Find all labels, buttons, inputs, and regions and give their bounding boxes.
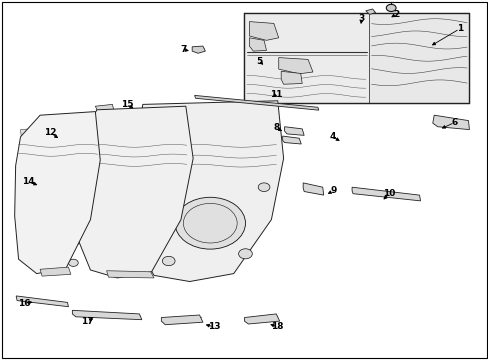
Circle shape: [106, 184, 114, 190]
Polygon shape: [185, 126, 221, 137]
Text: 13: 13: [207, 323, 220, 331]
Text: 9: 9: [329, 186, 336, 195]
Polygon shape: [365, 9, 375, 14]
Text: 17: 17: [81, 317, 93, 325]
Polygon shape: [20, 127, 60, 139]
Circle shape: [386, 4, 395, 12]
Text: 11: 11: [269, 90, 282, 99]
Circle shape: [169, 195, 177, 201]
Polygon shape: [284, 127, 304, 135]
Circle shape: [42, 206, 50, 212]
Polygon shape: [76, 106, 193, 278]
Text: 16: 16: [18, 299, 31, 307]
Circle shape: [150, 179, 162, 188]
Text: 14: 14: [22, 177, 35, 186]
Circle shape: [93, 162, 102, 169]
Polygon shape: [72, 310, 142, 320]
Circle shape: [68, 259, 78, 266]
Text: 1: 1: [456, 24, 462, 33]
Polygon shape: [161, 315, 203, 325]
Polygon shape: [61, 128, 94, 139]
Text: 4: 4: [328, 132, 335, 141]
Polygon shape: [244, 13, 468, 103]
Circle shape: [162, 256, 175, 266]
Circle shape: [101, 174, 109, 179]
Circle shape: [258, 183, 269, 192]
Polygon shape: [95, 104, 115, 117]
Circle shape: [35, 196, 43, 202]
Circle shape: [24, 207, 85, 252]
Polygon shape: [134, 101, 283, 282]
Polygon shape: [146, 128, 182, 139]
Polygon shape: [249, 22, 278, 40]
Polygon shape: [303, 183, 323, 195]
Polygon shape: [27, 163, 56, 178]
Polygon shape: [152, 137, 180, 147]
Circle shape: [143, 164, 158, 175]
Polygon shape: [249, 38, 266, 51]
Polygon shape: [194, 95, 318, 110]
Polygon shape: [278, 58, 312, 74]
Polygon shape: [40, 267, 71, 276]
Text: 5: 5: [256, 57, 262, 66]
Polygon shape: [282, 136, 301, 144]
Polygon shape: [106, 271, 154, 278]
Text: 2: 2: [392, 10, 398, 19]
Circle shape: [93, 196, 102, 203]
Circle shape: [20, 177, 29, 183]
Polygon shape: [87, 128, 122, 139]
Polygon shape: [16, 296, 68, 307]
Circle shape: [28, 186, 36, 192]
Circle shape: [161, 180, 171, 187]
Polygon shape: [192, 46, 205, 53]
Text: 18: 18: [271, 323, 284, 331]
Text: 8: 8: [273, 123, 279, 132]
Circle shape: [99, 208, 165, 257]
Polygon shape: [123, 130, 152, 139]
Polygon shape: [281, 71, 302, 84]
Circle shape: [238, 249, 252, 259]
Polygon shape: [368, 13, 468, 103]
Polygon shape: [432, 115, 468, 130]
Text: 10: 10: [382, 189, 395, 198]
Text: 7: 7: [180, 45, 187, 54]
Text: 12: 12: [43, 128, 56, 137]
Polygon shape: [15, 112, 100, 274]
Polygon shape: [351, 187, 420, 201]
Polygon shape: [233, 136, 272, 153]
Polygon shape: [244, 314, 279, 324]
Polygon shape: [244, 13, 368, 103]
Text: 6: 6: [451, 118, 457, 127]
Circle shape: [175, 197, 245, 249]
Text: 15: 15: [121, 100, 133, 109]
Text: 3: 3: [358, 14, 364, 23]
